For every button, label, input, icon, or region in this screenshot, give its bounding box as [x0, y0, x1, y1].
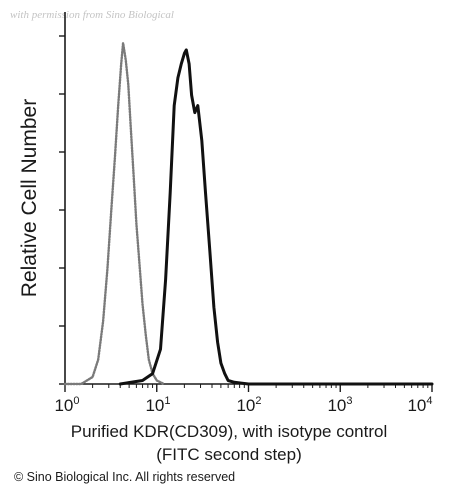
watermark-text: with permission from Sino Biological	[10, 9, 174, 21]
plot-frame	[59, 12, 433, 392]
x-tick-labels: 100 101 102 103 104	[54, 395, 432, 415]
series-layer	[63, 41, 434, 386]
x-tick-label-1: 101	[145, 395, 170, 415]
x-tick-label-2: 102	[236, 395, 261, 415]
x-axis-label-line1: Purified KDR(CD309), with isotype contro…	[71, 422, 388, 441]
x-tick-label-4: 104	[407, 395, 432, 415]
x-tick-label-0: 100	[54, 395, 79, 415]
x-axis-label-line2: (FITC second step)	[156, 445, 302, 464]
series-1-trace	[118, 48, 434, 386]
y-axis-label: Relative Cell Number	[18, 99, 41, 297]
series-0-trace	[63, 41, 166, 386]
copyright-text: © Sino Biological Inc. All rights reserv…	[14, 470, 235, 484]
y-axis-ticks	[59, 35, 65, 385]
x-tick-label-3: 103	[327, 395, 352, 415]
